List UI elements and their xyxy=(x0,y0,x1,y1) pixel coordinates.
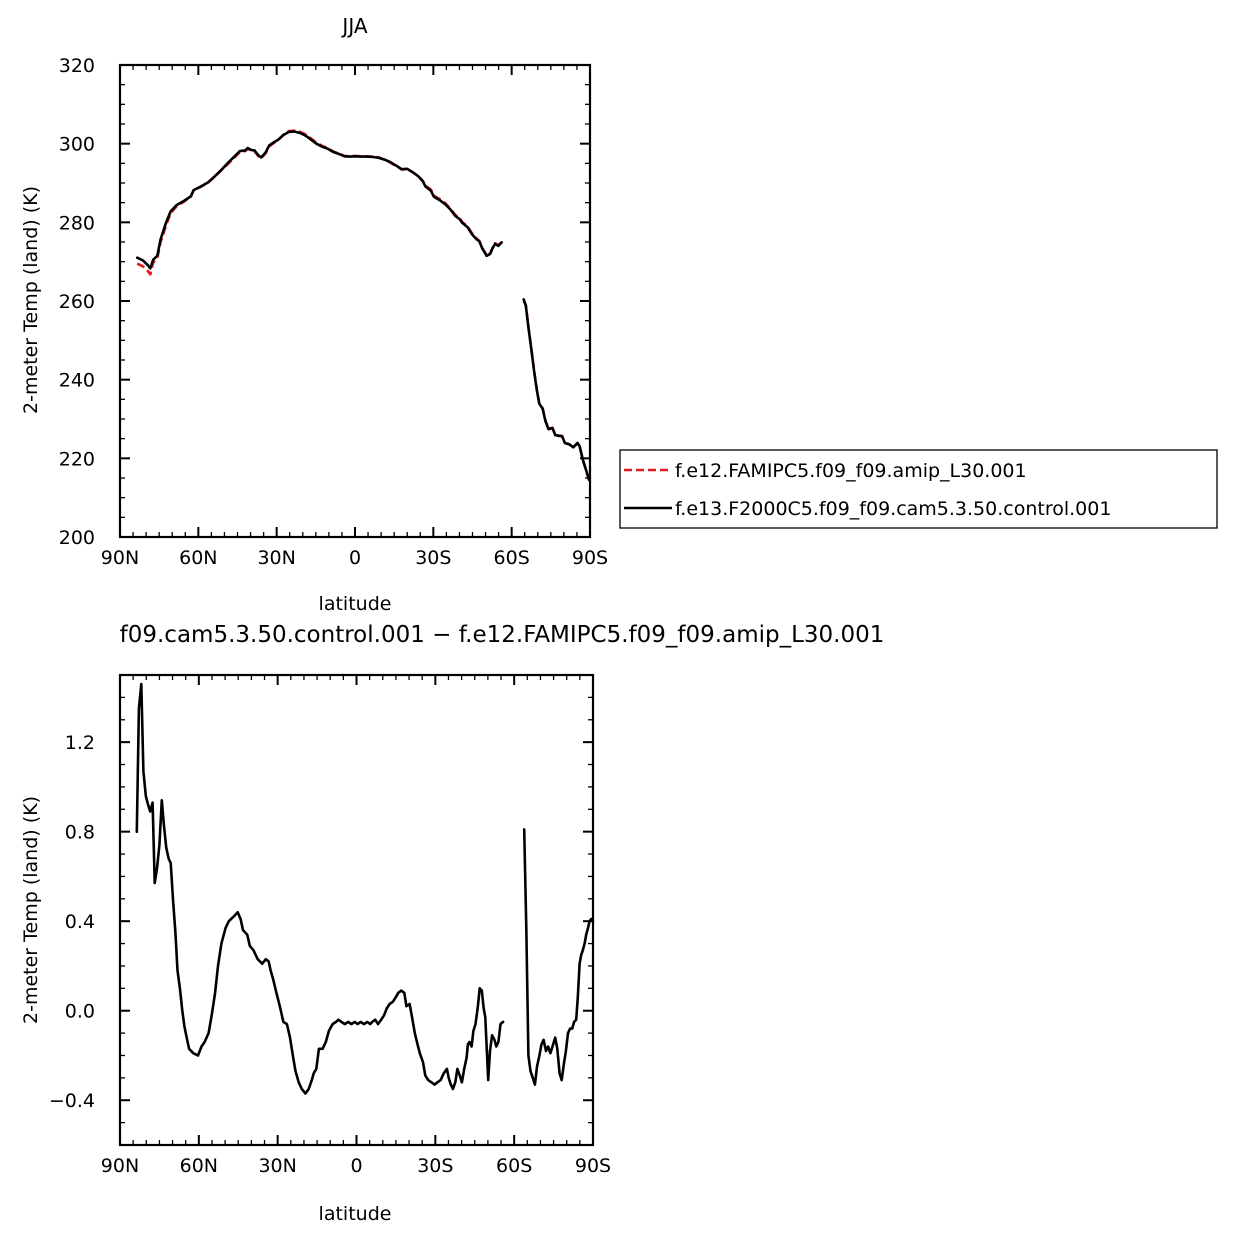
chart-top-axes: 90N 60N 30N 0 30S 60S 90S 200 220 240 260 280 300 320 xyxy=(59,55,608,569)
chart-top: JJA latitude 2-meter Temp (land) (K) 90N… xyxy=(20,14,608,615)
chart-bottom-y-tick-label: −0.4 xyxy=(49,1090,95,1112)
chart-top-series-0-line xyxy=(522,300,591,482)
chart-top-ylabel: 2-meter Temp (land) (K) xyxy=(20,186,42,414)
chart-top-title: JJA xyxy=(340,14,367,38)
chart-bottom-frame xyxy=(118,673,595,1147)
chart-top-frame xyxy=(118,63,592,539)
chart-bottom-y-tick-label: 1.2 xyxy=(65,732,95,754)
chart-bottom-x-tick-label: 60N xyxy=(180,1155,218,1177)
chart-top-y-tick-label: 200 xyxy=(59,527,95,549)
chart-top-x-tick-label: 90N xyxy=(101,547,139,569)
chart-bottom-xlabel: latitude xyxy=(319,1203,392,1225)
chart-bottom-y-tick-label: 0.0 xyxy=(65,1001,95,1023)
chart-bottom-ylabel: 2-meter Temp (land) (K) xyxy=(20,796,42,1024)
chart-bottom-x-tick-label: 0 xyxy=(350,1155,362,1177)
chart-bottom-plot-area xyxy=(135,682,595,1095)
legend-label-control: f.e13.F2000C5.f09_f09.cam5.3.50.control.… xyxy=(675,498,1111,520)
legend-label-amip: f.e12.FAMIPC5.f09_f09.amip_L30.001 xyxy=(675,460,1027,482)
chart-bottom-x-tick-label: 30S xyxy=(417,1155,453,1177)
chart-top-x-tick-label: 0 xyxy=(349,547,361,569)
chart-bottom-axes: 90N 60N 30N 0 30S 60S 90S −0.4 0.0 0.4 0.8 1.2 xyxy=(49,673,611,1177)
chart-bottom-x-tick-label: 60S xyxy=(496,1155,532,1177)
chart-bottom-y-tick-label: 0.8 xyxy=(65,822,95,844)
chart-top-plot-area xyxy=(135,129,591,482)
chart-top-y-tick-label: 320 xyxy=(59,55,95,77)
chart-bottom-x-tick-label: 30N xyxy=(258,1155,296,1177)
chart-bottom: f09.cam5.3.50.control.001 − f.e12.FAMIPC… xyxy=(20,622,884,1225)
chart-top-series-1-line xyxy=(135,130,503,270)
chart-top-y-tick-label: 220 xyxy=(59,448,95,470)
chart-top-x-tick-label: 30N xyxy=(257,547,295,569)
chart-bottom-series-0-line xyxy=(135,682,505,1095)
chart-bottom-x-tick-label: 90N xyxy=(101,1155,139,1177)
chart-top-y-tick-label: 280 xyxy=(59,212,95,234)
chart-top-x-tick-label: 60S xyxy=(494,547,530,569)
chart-top-series-1-line xyxy=(522,298,591,482)
chart-top-y-tick-label: 300 xyxy=(59,134,95,156)
legend-box xyxy=(619,449,1218,529)
chart-top-y-tick-label: 240 xyxy=(59,370,95,392)
chart-bottom-y-tick-label: 0.4 xyxy=(65,911,95,933)
legend: f.e12.FAMIPC5.f09_f09.amip_L30.001 f.e13… xyxy=(619,449,1218,529)
chart-bottom-series-0-line xyxy=(522,828,595,1086)
chart-top-xlabel: latitude xyxy=(319,593,392,615)
chart-top-series-0-line xyxy=(136,129,503,276)
chart-bottom-x-tick-label: 90S xyxy=(575,1155,611,1177)
chart-top-x-tick-label: 30S xyxy=(415,547,451,569)
chart-top-y-tick-label: 260 xyxy=(59,291,95,313)
chart-top-x-tick-label: 90S xyxy=(572,547,608,569)
chart-bottom-title: f09.cam5.3.50.control.001 − f.e12.FAMIPC… xyxy=(120,622,885,648)
chart-top-x-tick-label: 60N xyxy=(179,547,217,569)
